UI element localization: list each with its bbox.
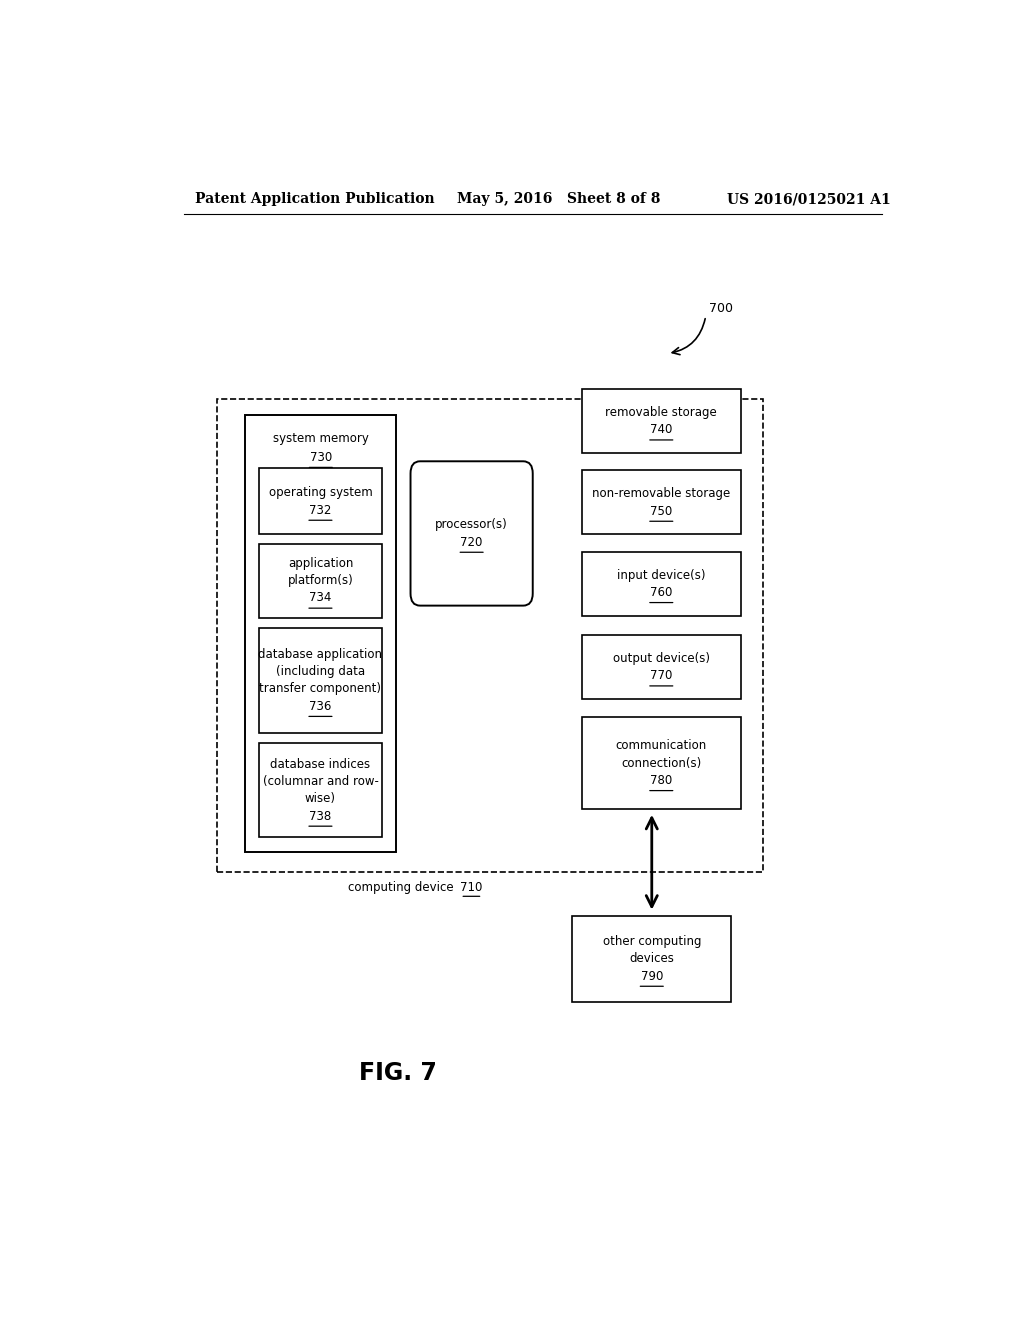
Text: devices: devices (630, 952, 674, 965)
Text: 750: 750 (650, 504, 673, 517)
FancyBboxPatch shape (411, 461, 532, 606)
Text: 760: 760 (650, 586, 673, 599)
Text: connection(s): connection(s) (622, 756, 701, 770)
Text: 780: 780 (650, 774, 673, 787)
Text: database application: database application (258, 648, 382, 661)
Text: wise): wise) (305, 792, 336, 805)
Text: input device(s): input device(s) (617, 569, 706, 582)
Text: output device(s): output device(s) (612, 652, 710, 665)
Text: 734: 734 (309, 591, 332, 605)
Bar (259, 743, 382, 837)
Text: 710: 710 (460, 880, 482, 894)
Text: (columnar and row-: (columnar and row- (262, 775, 379, 788)
Bar (582, 389, 740, 453)
Text: 770: 770 (650, 669, 673, 682)
Text: removable storage: removable storage (605, 407, 717, 418)
Text: 740: 740 (650, 424, 673, 437)
Text: system memory: system memory (273, 433, 369, 445)
Text: processor(s): processor(s) (435, 519, 508, 532)
Text: 732: 732 (309, 503, 332, 516)
FancyArrowPatch shape (672, 318, 706, 355)
Bar (582, 635, 740, 700)
Text: Patent Application Publication: Patent Application Publication (196, 191, 435, 206)
Text: 790: 790 (641, 970, 663, 982)
Text: non-removable storage: non-removable storage (592, 487, 730, 500)
Bar (259, 544, 382, 618)
Text: communication: communication (615, 739, 707, 752)
Text: 738: 738 (309, 809, 332, 822)
Text: platform(s): platform(s) (288, 574, 353, 587)
Text: other computing: other computing (602, 935, 701, 948)
Text: 720: 720 (461, 536, 483, 549)
Text: May 5, 2016   Sheet 8 of 8: May 5, 2016 Sheet 8 of 8 (458, 191, 660, 206)
Bar (259, 469, 382, 535)
Text: 730: 730 (309, 450, 332, 463)
Text: application: application (288, 557, 353, 570)
Bar (582, 718, 740, 809)
Text: computing device: computing device (348, 880, 457, 894)
Text: 736: 736 (309, 700, 332, 713)
Bar (582, 470, 740, 535)
Text: database indices: database indices (270, 758, 371, 771)
Bar (259, 628, 382, 733)
Bar (246, 414, 396, 851)
Text: operating system: operating system (268, 486, 373, 499)
Text: transfer component): transfer component) (259, 682, 382, 696)
Text: 700: 700 (709, 302, 733, 315)
Bar (572, 916, 731, 1002)
Bar (217, 399, 763, 873)
Text: (including data: (including data (275, 665, 365, 678)
Text: FIG. 7: FIG. 7 (358, 1061, 437, 1085)
Text: US 2016/0125021 A1: US 2016/0125021 A1 (727, 191, 891, 206)
Bar (582, 552, 740, 615)
